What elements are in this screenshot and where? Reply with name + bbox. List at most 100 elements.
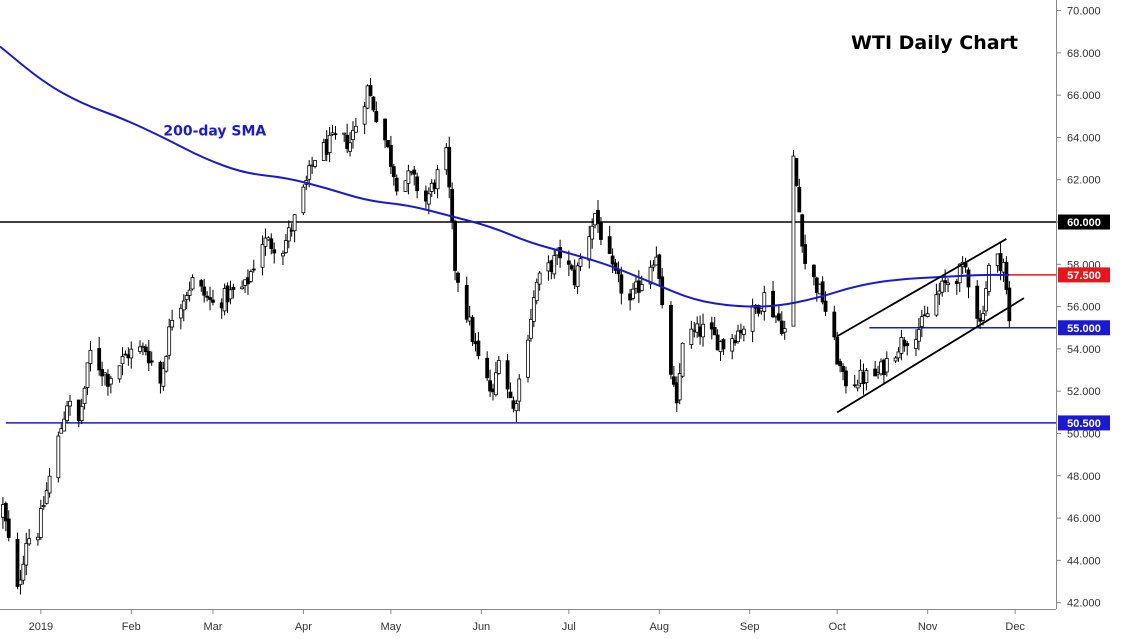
candle [313, 159, 317, 169]
candle-body [844, 370, 848, 387]
axes: 42.000 44.000 46.000 48.000 50.000 52.000 54.0… [0, 0, 1101, 633]
candle-body [476, 340, 481, 357]
candle [657, 253, 662, 287]
candle [902, 337, 907, 352]
candle [975, 280, 980, 327]
candle-body [36, 536, 40, 541]
candle [286, 220, 291, 249]
y-tick-label: 44.000 [1067, 555, 1101, 567]
candle [371, 95, 376, 113]
candle-body [146, 350, 151, 364]
candle-body [712, 326, 717, 336]
candle-body [919, 316, 924, 328]
candle [38, 499, 43, 541]
candle-body [762, 292, 767, 312]
candle [730, 333, 735, 360]
candle-body [435, 169, 440, 190]
candle [575, 262, 580, 294]
candle [62, 411, 67, 432]
candle [517, 374, 522, 412]
candle-body [65, 405, 69, 421]
candle-body [394, 177, 399, 192]
level-tag-bg [1058, 320, 1110, 336]
x-tick-label: Nov [918, 621, 938, 633]
candle [496, 355, 501, 375]
candle-body [251, 268, 256, 271]
candle-body [925, 313, 930, 317]
candle-body [301, 186, 306, 214]
candle [435, 165, 440, 199]
level-tag-label: 50.500 [1067, 418, 1101, 430]
x-tick-label: Apr [295, 621, 312, 633]
candle-body [415, 176, 420, 192]
candle-body [88, 349, 93, 364]
candle [228, 280, 233, 305]
level-tag-bg [1058, 214, 1110, 230]
candle [470, 315, 475, 347]
candle [202, 278, 207, 303]
candle-body [470, 317, 475, 342]
y-tick-label: 46.000 [1067, 513, 1101, 525]
candle-body [902, 339, 907, 347]
x-tick-label: Feb [122, 621, 141, 633]
candle [835, 331, 840, 365]
candle [596, 200, 600, 233]
candle [905, 340, 910, 356]
candle-body [800, 214, 805, 247]
candle [374, 101, 379, 123]
candle-body [447, 146, 452, 188]
candle [514, 399, 519, 423]
candle-body [578, 258, 583, 267]
candle [386, 140, 390, 149]
candle [129, 341, 134, 369]
candle-body [803, 244, 808, 264]
candle [485, 351, 490, 381]
candle-body [496, 360, 501, 374]
candle [782, 320, 787, 340]
sma-200-line [0, 45, 1010, 308]
candle-body [590, 225, 595, 240]
candle [721, 338, 726, 356]
candle [832, 305, 837, 341]
candle-body [68, 400, 72, 407]
candle [190, 274, 195, 291]
candle-body [607, 236, 612, 255]
candle [146, 340, 151, 372]
candle-body [260, 244, 265, 268]
sma-annotation: 200-day SMA [163, 123, 266, 139]
candle [211, 289, 215, 306]
candle-body [292, 214, 297, 232]
candle [292, 214, 297, 243]
candle [199, 278, 204, 292]
candle-body [893, 357, 898, 362]
candle [143, 344, 148, 356]
candle [108, 375, 113, 394]
candle-body [248, 271, 253, 282]
candle-body [631, 288, 635, 299]
candle [689, 320, 694, 349]
candle [248, 269, 253, 283]
candle-body [187, 289, 192, 296]
candle-body [386, 140, 390, 148]
candle [88, 340, 93, 372]
y-tick-label: 64.000 [1067, 132, 1101, 144]
candle-body [934, 294, 939, 316]
level-tag-bg [1058, 267, 1110, 283]
level-lines [0, 221, 1056, 424]
candle [281, 250, 285, 266]
candle-body [537, 272, 542, 285]
candle-body [782, 328, 787, 333]
candle-body [353, 125, 358, 133]
candle [671, 366, 676, 388]
candle [79, 398, 84, 425]
candle [508, 382, 513, 399]
candle-body [85, 362, 90, 388]
candle [505, 353, 510, 399]
candle-body [307, 165, 312, 180]
candle [1007, 281, 1012, 328]
candle [164, 355, 169, 373]
candle [552, 249, 557, 279]
candle-body [736, 330, 740, 343]
candle-body [669, 304, 673, 375]
channel-lines [836, 238, 1025, 414]
